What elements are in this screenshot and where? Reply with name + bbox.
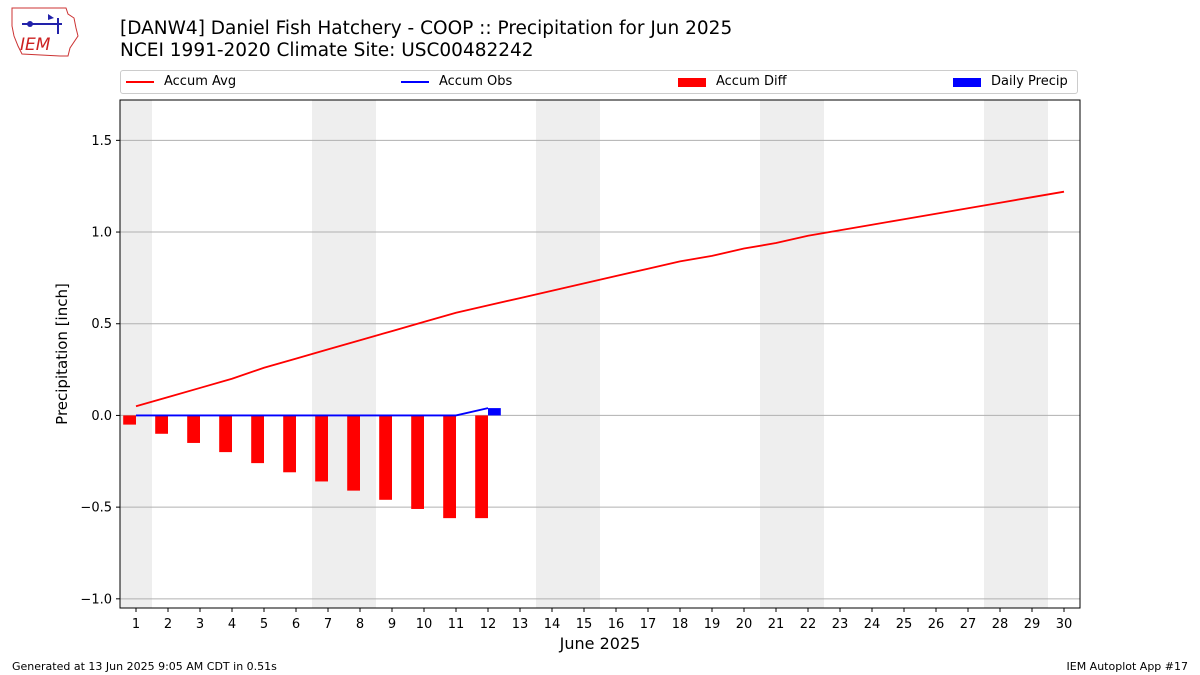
y-tick-label: 1.5 bbox=[91, 134, 112, 149]
accum-diff-bar-8 bbox=[347, 415, 360, 491]
y-axis-label: Precipitation [inch] bbox=[53, 283, 71, 425]
weekend-band-4 bbox=[760, 100, 824, 608]
legend-label-accum-avg: Accum Avg bbox=[164, 74, 237, 89]
legend-label-accum-diff: Accum Diff bbox=[716, 74, 787, 89]
x-tick-label: 29 bbox=[1024, 617, 1041, 632]
legend-swatch-accum-diff bbox=[678, 77, 706, 87]
legend-swatch-daily-precip bbox=[953, 77, 981, 87]
x-tick-label: 13 bbox=[512, 617, 529, 632]
x-tick-label: 10 bbox=[416, 617, 433, 632]
daily-precip-bar-12 bbox=[488, 408, 501, 416]
iem-logo: IEM bbox=[8, 6, 80, 60]
x-tick-label: 8 bbox=[356, 617, 364, 632]
accum-diff-bar-5 bbox=[251, 415, 264, 464]
x-tick-label: 28 bbox=[992, 617, 1009, 632]
app-note: IEM Autoplot App #17 bbox=[1066, 660, 1189, 673]
generated-note: Generated at 13 Jun 2025 9:05 AM CDT in … bbox=[12, 660, 277, 673]
legend-swatch-accum-avg bbox=[126, 81, 154, 83]
accum-diff-bar-2 bbox=[155, 415, 168, 434]
accum-diff-bar-11 bbox=[443, 415, 456, 519]
x-tick-label: 25 bbox=[896, 617, 913, 632]
x-tick-label: 26 bbox=[928, 617, 945, 632]
title-line-1: [DANW4] Daniel Fish Hatchery - COOP :: P… bbox=[120, 18, 733, 39]
x-axis-label: June 2025 bbox=[559, 634, 641, 653]
x-tick-label: 9 bbox=[388, 617, 396, 632]
logo-text: IEM bbox=[20, 35, 51, 55]
accum-obs-line bbox=[136, 407, 489, 417]
legend-item-daily-precip: Daily Precip bbox=[953, 74, 1068, 90]
accum-diff-bar-3 bbox=[187, 415, 200, 443]
x-tick-label: 3 bbox=[196, 617, 204, 632]
x-tick-label: 5 bbox=[260, 617, 268, 632]
accum-avg-line bbox=[135, 190, 1065, 408]
legend-item-accum-avg: Accum Avg bbox=[126, 74, 236, 90]
x-tick-label: 1 bbox=[132, 617, 140, 632]
x-tick-label: 24 bbox=[864, 617, 881, 632]
x-tick-label: 14 bbox=[544, 617, 561, 632]
x-tick-label: 21 bbox=[768, 617, 785, 632]
weekend-band-1 bbox=[120, 100, 152, 608]
accum-diff-bar-1 bbox=[123, 415, 136, 425]
weekend-band-2 bbox=[312, 100, 376, 608]
legend-swatch-accum-obs bbox=[401, 81, 429, 83]
x-tick-label: 12 bbox=[480, 617, 497, 632]
legend: Accum Avg Accum Obs Accum Diff Daily Pre… bbox=[120, 70, 1078, 94]
x-axis-ticks: 1 2 3 4 5 6 7 8 9 10 11 12 13 14 15 16 17 18 19 20 21 22 23 24 2… bbox=[132, 608, 1072, 632]
x-tick-label: 20 bbox=[736, 617, 753, 632]
x-tick-label: 15 bbox=[576, 617, 593, 632]
legend-item-accum-diff: Accum Diff bbox=[678, 74, 787, 90]
accum-diff-bar-10 bbox=[411, 415, 424, 509]
x-tick-label: 7 bbox=[324, 617, 332, 632]
accum-diff-bar-6 bbox=[283, 415, 296, 473]
weekend-band-3 bbox=[536, 100, 600, 608]
x-tick-label: 17 bbox=[640, 617, 657, 632]
x-tick-label: 30 bbox=[1056, 617, 1073, 632]
title-line-2: NCEI 1991-2020 Climate Site: USC00482242 bbox=[120, 40, 534, 61]
y-tick-label: 0.0 bbox=[91, 409, 112, 424]
accum-diff-bar-12 bbox=[475, 415, 488, 519]
accum-diff-bar-9 bbox=[379, 415, 392, 500]
x-tick-label: 22 bbox=[800, 617, 817, 632]
x-tick-label: 18 bbox=[672, 617, 689, 632]
x-tick-label: 23 bbox=[832, 617, 849, 632]
x-tick-label: 2 bbox=[164, 617, 172, 632]
x-tick-label: 4 bbox=[228, 617, 236, 632]
x-tick-label: 19 bbox=[704, 617, 721, 632]
series-lines bbox=[135, 190, 1065, 417]
legend-label-daily-precip: Daily Precip bbox=[991, 74, 1068, 89]
accum-diff-bar-4 bbox=[219, 415, 232, 453]
x-tick-label: 16 bbox=[608, 617, 625, 632]
x-tick-label: 11 bbox=[448, 617, 465, 632]
plot-frame bbox=[119, 99, 1081, 609]
x-tick-label: 27 bbox=[960, 617, 977, 632]
accum-diff-bar-7 bbox=[315, 415, 328, 482]
weekend-bands bbox=[120, 100, 1048, 608]
y-tick-label: 0.5 bbox=[91, 317, 112, 332]
legend-item-accum-obs: Accum Obs bbox=[401, 74, 512, 90]
legend-label-accum-obs: Accum Obs bbox=[439, 74, 513, 89]
chart-title: [DANW4] Daniel Fish Hatchery - COOP :: P… bbox=[120, 18, 732, 62]
x-tick-label: 6 bbox=[292, 617, 300, 632]
y-axis-ticks: −1.0 −0.5 0.0 0.5 1.0 1.5 bbox=[80, 134, 120, 607]
y-tick-label: −0.5 bbox=[80, 501, 112, 516]
weekend-band-5 bbox=[984, 100, 1048, 608]
y-tick-label: −1.0 bbox=[80, 592, 112, 607]
y-tick-label: 1.0 bbox=[91, 226, 112, 241]
bar-marks bbox=[123, 408, 501, 519]
